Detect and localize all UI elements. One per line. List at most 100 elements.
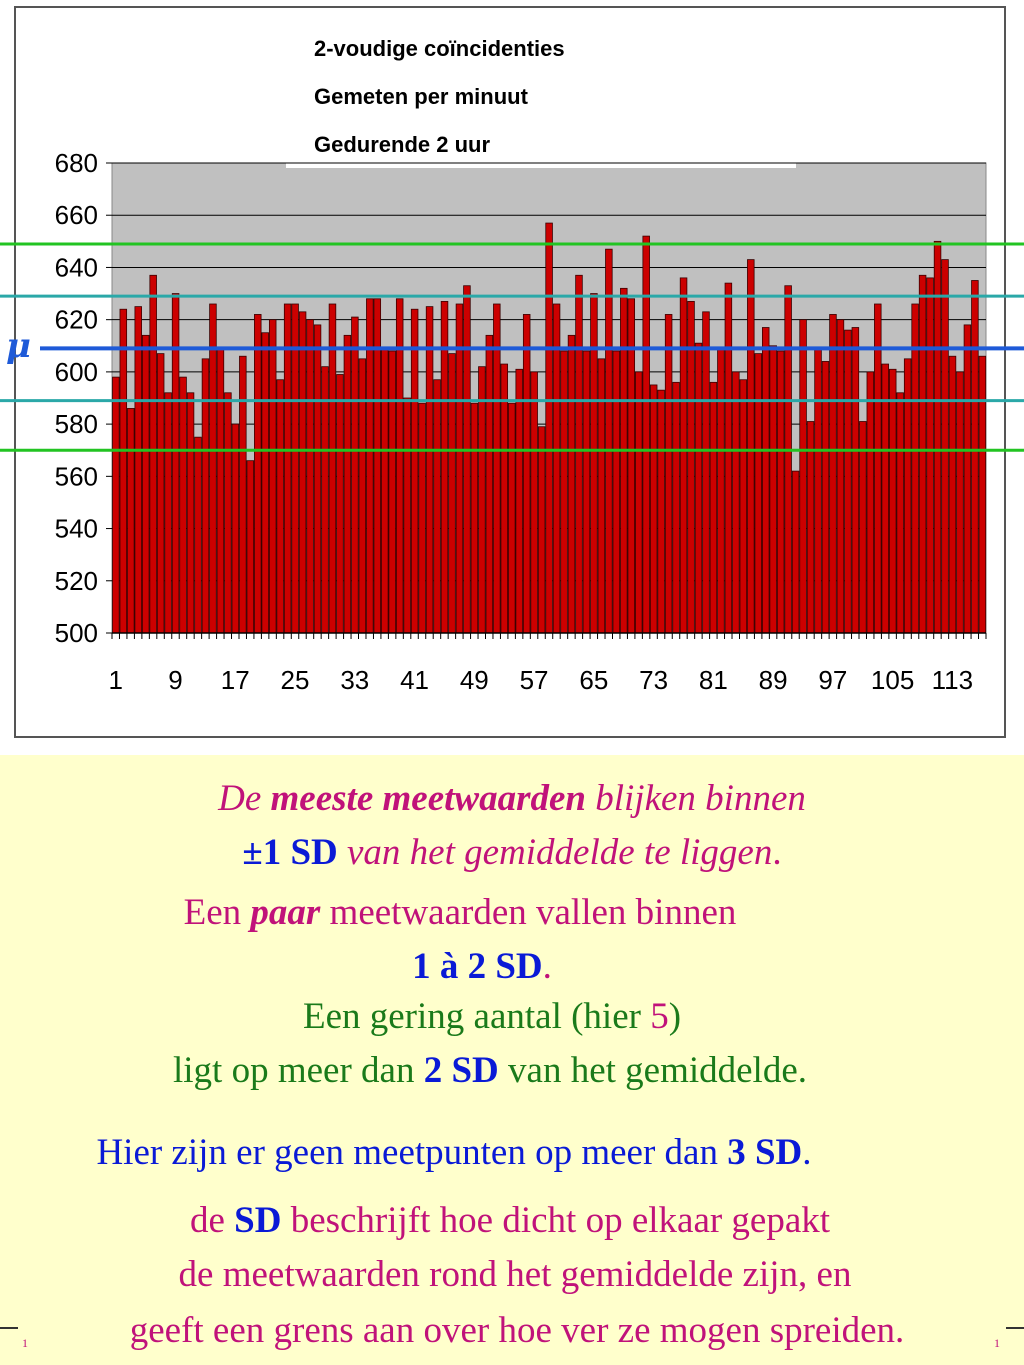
bar — [635, 371, 643, 634]
bar — [657, 389, 665, 634]
bar — [761, 327, 770, 634]
bar — [687, 300, 695, 634]
x-tick-label: 81 — [699, 665, 728, 695]
bar — [291, 303, 299, 634]
bar — [784, 285, 792, 634]
text-line-6-a: ligt op meer dan — [172, 1050, 424, 1091]
text-line-5-c: ) — [668, 996, 682, 1037]
chart-title-line-2: Gemeten per minuut — [314, 84, 528, 109]
bar — [149, 274, 157, 634]
y-tick-label: 520 — [55, 566, 98, 596]
text-line-6-c: van het gemiddelde. — [498, 1050, 807, 1091]
bar — [552, 303, 561, 634]
text-line-5-a: Een gering aantal (hier — [302, 996, 651, 1037]
x-tick-label: 1 — [109, 665, 123, 695]
bar — [186, 392, 195, 634]
text-line-1-b: meeste meetwaarden — [270, 778, 586, 819]
bar — [791, 470, 800, 634]
text-line-5-b: 5 — [650, 996, 669, 1037]
bar — [978, 355, 987, 634]
text-line-8-b: SD — [234, 1200, 282, 1241]
text-line-7-a: Hier zijn er geen meetpunten op meer dan — [96, 1132, 728, 1173]
text-line-2-b: van het gemiddelde te liggen — [337, 832, 773, 873]
bar — [859, 421, 867, 634]
bar — [829, 314, 837, 634]
text-line-4-a: 1 à 2 SD — [412, 946, 543, 987]
y-tick-label: 500 — [55, 618, 98, 648]
bar — [806, 421, 815, 634]
bar — [649, 384, 658, 634]
bar — [112, 376, 120, 634]
bar — [612, 350, 621, 634]
y-tick-label: 640 — [55, 252, 98, 282]
corner-mark-left — [0, 1327, 18, 1345]
bar — [642, 235, 650, 634]
y-tick-label: 540 — [55, 514, 98, 544]
bar — [463, 285, 471, 634]
bar — [313, 324, 322, 634]
bar — [545, 222, 553, 634]
bar — [179, 376, 187, 634]
text-line-9: de meetwaarden rond het gemiddelde zijn,… — [178, 1254, 852, 1295]
text-line-6-b: 2 SD — [423, 1050, 499, 1091]
bar — [209, 303, 217, 634]
x-tick-label: 65 — [579, 665, 608, 695]
bar — [455, 303, 464, 634]
bar — [702, 311, 710, 634]
x-tick-label: 17 — [221, 665, 250, 695]
text-line-2: ±1 SD van het gemiddelde te liggen. — [0, 831, 1024, 874]
bar — [567, 334, 576, 634]
text-line-3-c: meetwaarden vallen binnen — [320, 892, 737, 933]
bar — [605, 248, 613, 634]
x-tick-label: 57 — [520, 665, 549, 695]
bar — [395, 298, 404, 634]
bar — [164, 392, 172, 634]
bar — [141, 334, 150, 634]
text-line-2-c: . — [772, 832, 782, 873]
x-tick-label: 41 — [400, 665, 429, 695]
bar — [522, 314, 531, 634]
bar — [216, 347, 225, 634]
text-line-1: De meeste meetwaarden blijken binnen — [0, 777, 1024, 820]
bar — [799, 319, 807, 634]
bar — [119, 308, 128, 634]
bar — [134, 306, 142, 634]
bar — [597, 358, 606, 634]
text-line-6: ligt op meer dan 2 SD van het gemiddelde… — [0, 1049, 1002, 1092]
bar — [918, 274, 927, 634]
x-tick-label: 105 — [871, 665, 914, 695]
bar — [224, 392, 232, 634]
bar — [620, 287, 628, 634]
bar — [246, 460, 255, 634]
bar — [575, 274, 583, 634]
bar — [627, 298, 636, 634]
bar — [515, 368, 523, 634]
bar — [358, 358, 367, 634]
bar — [851, 327, 860, 634]
y-tick-label: 560 — [55, 461, 98, 491]
bar — [709, 381, 718, 634]
chart-title-line-1: 2-voudige coïncidenties — [314, 36, 565, 61]
bar — [776, 350, 785, 634]
bar — [500, 363, 509, 634]
bar — [560, 350, 568, 634]
bar — [903, 358, 912, 634]
bar — [769, 345, 777, 634]
bar — [963, 324, 972, 634]
x-tick-label: 33 — [340, 665, 369, 695]
bar — [171, 293, 180, 634]
bar — [403, 397, 411, 634]
x-tick-label: 73 — [639, 665, 668, 695]
bar — [717, 347, 725, 634]
bar — [508, 402, 516, 634]
bar — [239, 355, 247, 634]
text-line-7: Hier zijn er geen meetpunten op meer dan… — [0, 1131, 966, 1174]
bar — [664, 314, 673, 634]
text-line-10: geeft een grens aan over hoe ver ze moge… — [129, 1310, 905, 1351]
text-line-3-b: paar — [250, 892, 321, 933]
bar — [911, 303, 919, 634]
corner-number-left: 1 — [22, 1336, 28, 1350]
bar — [306, 319, 314, 634]
bar — [739, 379, 748, 634]
bar — [971, 280, 979, 634]
